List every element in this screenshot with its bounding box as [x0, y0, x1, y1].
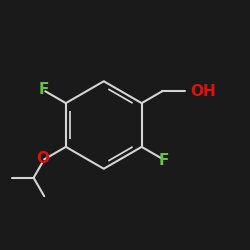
- Text: F: F: [158, 152, 169, 168]
- Text: O: O: [36, 151, 50, 166]
- Text: F: F: [39, 82, 49, 97]
- Text: OH: OH: [190, 84, 216, 99]
